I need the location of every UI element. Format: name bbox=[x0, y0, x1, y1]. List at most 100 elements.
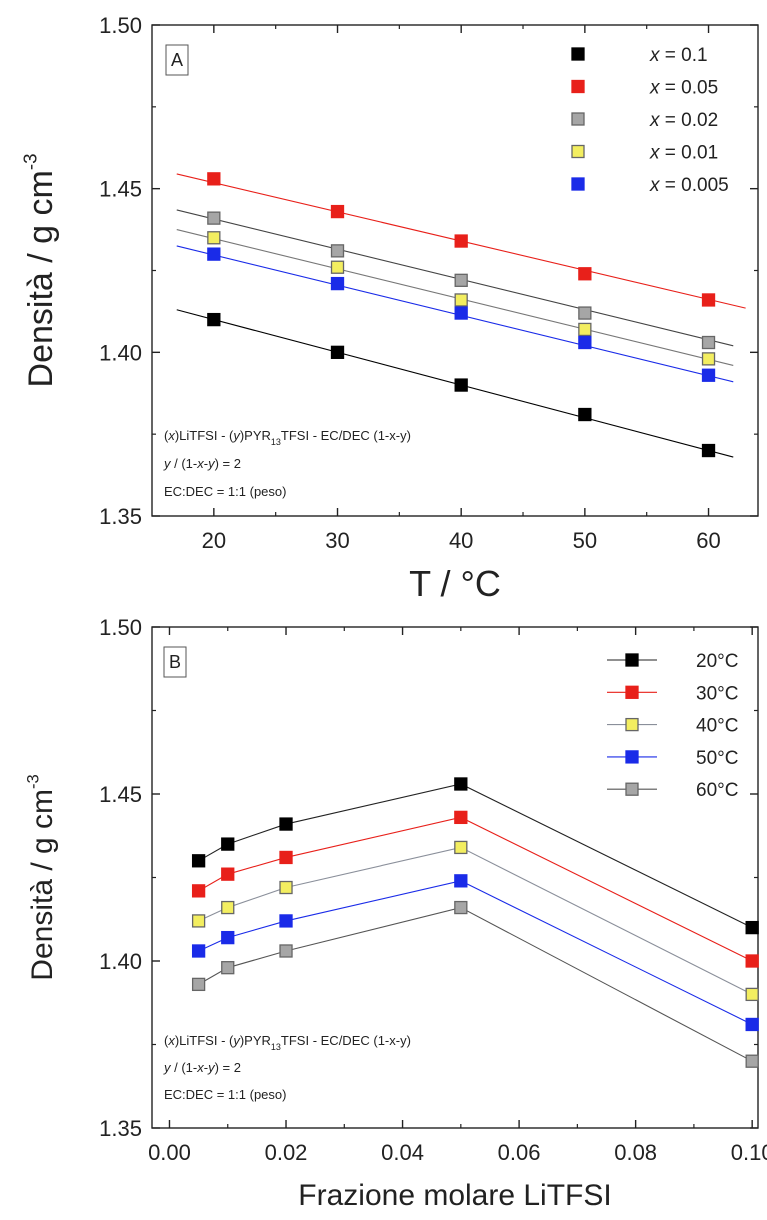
chart-panel-b: 1.35 1.40 1.45 1.50 0.00 0.02 0.04 0.06 0.08 0.10… bbox=[25, 615, 767, 1212]
data-point bbox=[701, 335, 716, 350]
series-3 bbox=[176, 209, 734, 350]
data-point bbox=[454, 874, 468, 888]
annotation-fragment: x bbox=[196, 1060, 204, 1075]
data-point bbox=[578, 335, 592, 350]
series-2 bbox=[191, 810, 759, 968]
data-point bbox=[279, 850, 293, 865]
y-axis-title: Densità / g cm-3 bbox=[25, 774, 60, 980]
data-point bbox=[191, 854, 206, 868]
annotation-fragment: EC:DEC = 1:1 (peso) bbox=[164, 1087, 286, 1102]
annotation-fragment: / (1- bbox=[171, 456, 198, 471]
annotation-fragment: x bbox=[167, 428, 175, 443]
x-tick-label: 40 bbox=[449, 528, 473, 553]
annotation-fragment: y bbox=[232, 1033, 241, 1048]
legend-variable: x bbox=[649, 175, 661, 196]
data-point bbox=[191, 944, 206, 958]
legend-value: = 0.01 bbox=[660, 143, 719, 164]
legend-label: x = 0.1 bbox=[649, 45, 708, 66]
annotation-fragment: )LiTFSI - ( bbox=[175, 428, 234, 443]
legend-value: = 0.05 bbox=[660, 78, 719, 99]
data-point bbox=[745, 1017, 759, 1032]
data-point bbox=[454, 234, 468, 248]
annotation-fragment: x bbox=[167, 1033, 175, 1048]
data-point bbox=[221, 961, 235, 975]
series-3 bbox=[191, 840, 759, 1002]
data-point bbox=[745, 954, 759, 968]
x-tick-label: 50 bbox=[573, 528, 597, 553]
annotation-fragment: ( bbox=[164, 428, 169, 443]
data-point bbox=[279, 880, 293, 895]
data-point bbox=[578, 306, 592, 320]
legend-label: 60°C bbox=[696, 780, 738, 801]
legend: 20°C 30°C 40°C 50°C 60°C bbox=[607, 651, 738, 801]
series-1 bbox=[176, 309, 734, 458]
data-point bbox=[454, 273, 468, 287]
panel-label: B bbox=[169, 652, 181, 672]
y-tick-label: 1.35 bbox=[99, 1116, 142, 1141]
data-point bbox=[207, 231, 221, 245]
panel-label-box bbox=[165, 44, 189, 76]
data-point bbox=[191, 884, 206, 898]
series-4 bbox=[176, 229, 734, 366]
x-tick-label: 60 bbox=[696, 528, 720, 553]
y-tick-label: 1.45 bbox=[99, 782, 142, 807]
legend-label: x = 0.005 bbox=[649, 175, 729, 196]
legend-marker bbox=[571, 47, 585, 61]
annotation-fragment: / (1- bbox=[171, 1060, 198, 1075]
data-point bbox=[701, 352, 716, 366]
series-1 bbox=[191, 777, 759, 935]
chart-panel-a: 1.35 1.40 1.45 1.50 20 30 40 50 60 T / °C Densità … bbox=[20, 13, 759, 604]
legend-marker bbox=[571, 144, 585, 159]
annotation-subscript: 13 bbox=[271, 437, 281, 447]
legend-label: 20°C bbox=[696, 651, 738, 672]
x-axis-title: T / °C bbox=[409, 563, 501, 604]
x-tick-label: 0.04 bbox=[381, 1140, 424, 1165]
annotation-line-1: (x)LiTFSI - (y)PYR13TFSI - EC/DEC (1-x-y… bbox=[164, 428, 411, 447]
series-2 bbox=[176, 172, 746, 309]
legend-marker bbox=[571, 112, 585, 126]
data-point bbox=[454, 378, 468, 392]
x-tick-label: 0.06 bbox=[498, 1140, 541, 1165]
annotation-fragment: y bbox=[207, 456, 216, 471]
annotation-fragment: )PYR bbox=[240, 1033, 271, 1048]
data-point bbox=[454, 777, 468, 791]
data-point bbox=[330, 345, 345, 359]
panel-label-box bbox=[163, 646, 187, 678]
data-point bbox=[745, 1054, 759, 1068]
legend-marker bbox=[625, 717, 639, 732]
data-point bbox=[330, 204, 345, 219]
x-tick-label: 0.00 bbox=[148, 1140, 191, 1165]
legend-variable: x bbox=[649, 78, 661, 99]
y-tick-label: 1.35 bbox=[99, 504, 142, 529]
data-point bbox=[207, 312, 221, 327]
data-point bbox=[207, 211, 221, 225]
data-point bbox=[701, 293, 716, 307]
legend-marker bbox=[625, 685, 639, 699]
annotation-line-1: (x)LiTFSI - (y)PYR13TFSI - EC/DEC (1-x-y… bbox=[164, 1033, 411, 1052]
series-5 bbox=[191, 900, 759, 1068]
y-tick-label: 1.50 bbox=[99, 615, 142, 640]
x-axis-title: Frazione molare LiTFSI bbox=[298, 1179, 611, 1212]
legend-marker bbox=[625, 653, 639, 667]
annotation-fragment: EC:DEC = 1:1 (peso) bbox=[164, 484, 286, 499]
panel-label: A bbox=[171, 50, 183, 70]
data-point bbox=[279, 914, 293, 928]
legend-label: x = 0.01 bbox=[649, 143, 718, 164]
legend-marker bbox=[625, 750, 639, 764]
legend-value: = 0.1 bbox=[660, 45, 708, 66]
data-point bbox=[578, 267, 592, 281]
y-axis-title-main: Densità / g cm bbox=[26, 789, 59, 981]
legend-label: 40°C bbox=[696, 716, 738, 737]
annotation-line-3: EC:DEC = 1:1 (peso) bbox=[164, 1087, 286, 1102]
data-point bbox=[454, 293, 468, 307]
x-tick-label: 30 bbox=[325, 528, 349, 553]
y-axis-title-main: Densità / g cm bbox=[22, 170, 60, 387]
annotation-fragment: - bbox=[204, 456, 208, 471]
legend-marker bbox=[571, 177, 585, 191]
data-point bbox=[191, 977, 206, 992]
legend-variable: x bbox=[649, 110, 661, 131]
y-axis-title: Densità / g cm-3 bbox=[20, 154, 60, 388]
data-point bbox=[578, 322, 592, 337]
y-axis-title-superscript: -3 bbox=[25, 774, 43, 789]
